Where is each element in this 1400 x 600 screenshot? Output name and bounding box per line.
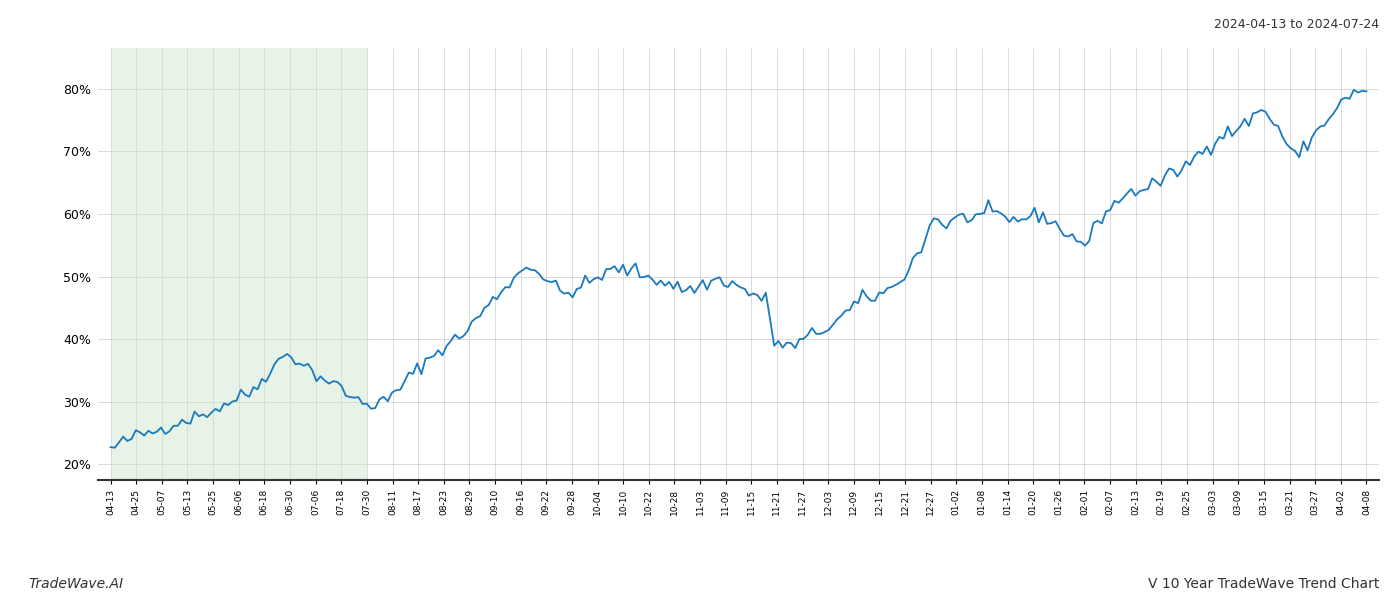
Text: V 10 Year TradeWave Trend Chart: V 10 Year TradeWave Trend Chart [1148, 577, 1379, 591]
Text: 2024-04-13 to 2024-07-24: 2024-04-13 to 2024-07-24 [1214, 18, 1379, 31]
Text: TradeWave.AI: TradeWave.AI [28, 577, 123, 591]
Bar [111, 48, 367, 480]
